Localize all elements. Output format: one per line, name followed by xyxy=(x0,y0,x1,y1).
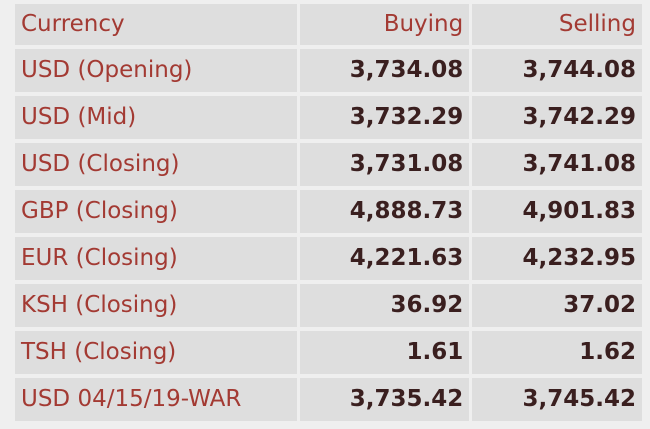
table-row: KSH (Closing) 36.92 37.02 xyxy=(15,284,642,327)
header-row: Currency Buying Selling xyxy=(15,4,642,45)
selling-cell: 3,744.08 xyxy=(472,49,642,92)
currency-cell: KSH (Closing) xyxy=(15,284,297,327)
table-row: USD 04/15/19-WAR 3,735.42 3,745.42 xyxy=(15,378,642,421)
selling-cell: 4,232.95 xyxy=(472,237,642,280)
table-row: USD (Mid) 3,732.29 3,742.29 xyxy=(15,96,642,139)
table-row: USD (Closing) 3,731.08 3,741.08 xyxy=(15,143,642,186)
buying-cell: 3,731.08 xyxy=(299,143,470,186)
buying-cell: 3,734.08 xyxy=(299,49,470,92)
selling-cell: 1.62 xyxy=(472,331,642,374)
buying-cell: 1.61 xyxy=(299,331,470,374)
table-body: USD (Opening) 3,734.08 3,744.08 USD (Mid… xyxy=(15,49,642,421)
selling-column-header: Selling xyxy=(472,4,642,45)
currency-cell: USD (Opening) xyxy=(15,49,297,92)
table-row: USD (Opening) 3,734.08 3,744.08 xyxy=(15,49,642,92)
buying-cell: 3,732.29 xyxy=(299,96,470,139)
buying-cell: 4,888.73 xyxy=(299,190,470,233)
table-row: GBP (Closing) 4,888.73 4,901.83 xyxy=(15,190,642,233)
currency-cell: USD (Closing) xyxy=(15,143,297,186)
currency-cell: USD 04/15/19-WAR xyxy=(15,378,297,421)
table-row: TSH (Closing) 1.61 1.62 xyxy=(15,331,642,374)
buying-column-header: Buying xyxy=(299,4,470,45)
buying-cell: 36.92 xyxy=(299,284,470,327)
currency-column-header: Currency xyxy=(15,4,297,45)
currency-cell: USD (Mid) xyxy=(15,96,297,139)
currency-cell: EUR (Closing) xyxy=(15,237,297,280)
currency-cell: TSH (Closing) xyxy=(15,331,297,374)
buying-cell: 3,735.42 xyxy=(299,378,470,421)
buying-cell: 4,221.63 xyxy=(299,237,470,280)
selling-cell: 4,901.83 xyxy=(472,190,642,233)
selling-cell: 37.02 xyxy=(472,284,642,327)
selling-cell: 3,742.29 xyxy=(472,96,642,139)
exchange-rates-table: Currency Buying Selling USD (Opening) 3,… xyxy=(12,0,645,425)
selling-cell: 3,745.42 xyxy=(472,378,642,421)
table-row: EUR (Closing) 4,221.63 4,232.95 xyxy=(15,237,642,280)
table-header: Currency Buying Selling xyxy=(15,4,642,45)
currency-cell: GBP (Closing) xyxy=(15,190,297,233)
selling-cell: 3,741.08 xyxy=(472,143,642,186)
